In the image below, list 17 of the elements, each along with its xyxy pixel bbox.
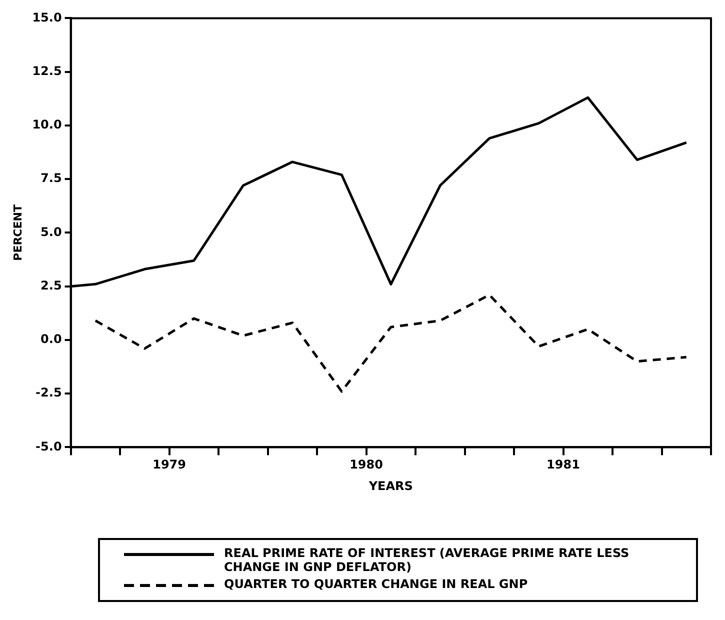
y-axis-title: PERCENT: [11, 204, 24, 261]
x-tick-label: 1979: [152, 458, 186, 472]
y-tick-label: 12.5: [32, 64, 62, 78]
y-tick-label: 5.0: [40, 224, 62, 239]
x-axis-title: YEARS: [368, 478, 413, 493]
x-tick-label: 1980: [350, 458, 383, 472]
legend-label: REAL PRIME RATE OF INTEREST (AVERAGE PRIME RATE LESS CHANGE IN GNP DEFLATOR): [224, 546, 630, 574]
legend-label: QUARTER TO QUARTER CHANGE IN REAL GNP: [224, 577, 528, 591]
x-tick-label: 1981: [546, 458, 580, 472]
y-tick-label: -5.0: [36, 439, 62, 454]
y-tick-label: 7.5: [40, 171, 62, 186]
y-tick-label: 0.0: [40, 332, 62, 346]
y-tick-label: 2.5: [40, 278, 62, 292]
y-tick-label: -2.5: [36, 386, 62, 400]
y-tick-label: 10.0: [32, 118, 62, 132]
line-series: [94, 294, 688, 393]
y-tick-label: 15.0: [32, 10, 62, 24]
